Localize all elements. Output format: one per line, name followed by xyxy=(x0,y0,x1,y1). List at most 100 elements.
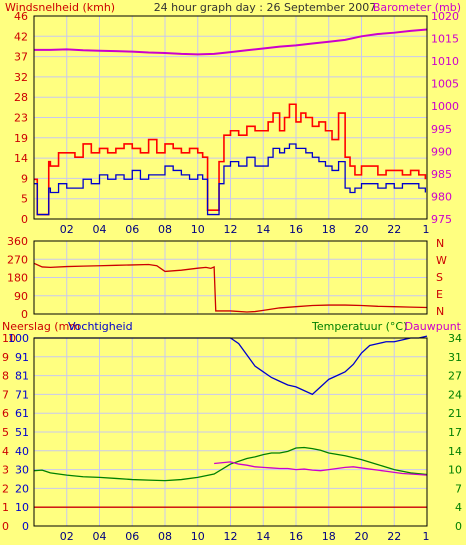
wind-grid xyxy=(34,15,428,220)
x-tick-label: 16 xyxy=(289,223,303,236)
windspeed-tick-label: 5 xyxy=(21,193,28,206)
humidity-tick-label: 51 xyxy=(15,426,29,439)
barometer-tick-label: 1015 xyxy=(431,33,459,46)
windspeed-tick-label: 32 xyxy=(14,71,28,84)
windspeed-tick-label: 19 xyxy=(14,132,28,145)
windspeed-tick-label: 14 xyxy=(14,152,28,165)
humidity-axis-title: Vochtigheid xyxy=(68,320,133,333)
barometer-tick-label: 990 xyxy=(431,145,452,158)
panel-wind: 0591419232832374246975980985990995100010… xyxy=(14,10,459,236)
barometer-tick-label: 1005 xyxy=(431,78,459,91)
temperature-axis-title: Temperatuur (°C) xyxy=(311,320,407,333)
direction-line xyxy=(33,262,428,313)
compass-tick-label: W xyxy=(436,254,447,267)
temperature-tick-label: 31 xyxy=(448,351,462,364)
rain-tick-label: 9 xyxy=(2,351,9,364)
x-tick-label: 08 xyxy=(158,530,172,543)
compass-tick-label: E xyxy=(436,288,443,301)
x-tick-label: 18 xyxy=(322,223,336,236)
direction-frame xyxy=(33,240,428,315)
barometer-line xyxy=(34,28,428,56)
barometer-tick-label: 980 xyxy=(431,190,452,203)
rain-tick-label: 0 xyxy=(2,520,9,533)
temperature-line xyxy=(33,446,428,482)
dewpoint-axis-title: Dauwpunt xyxy=(405,320,462,333)
wind-frame xyxy=(33,15,428,220)
windspeed-tick-label: 23 xyxy=(14,112,28,125)
direction-tick-label: 90 xyxy=(14,290,28,303)
rain-tick-label: 7 xyxy=(2,388,9,401)
windspeed-tick-label: 46 xyxy=(14,10,28,23)
barometer-tick-label: 1020 xyxy=(431,10,459,23)
direction-axis-ticks: 0 N 90 W 180 S 270 E 360 N xyxy=(7,235,447,321)
barometer-tick-label: 1000 xyxy=(431,100,459,113)
humidity-tick-label: 100 xyxy=(8,332,29,345)
windspeed-tick-label: 28 xyxy=(14,91,28,104)
windspeed-tick-label: 42 xyxy=(14,30,28,43)
humidity-axis-ticks: 0 0 01 10 42 20 73 30 104 40 145 51 176 61 217 71 248 81 2… xyxy=(2,332,462,543)
humidity-tick-label: 10 xyxy=(15,501,29,514)
direction-tick-label: 180 xyxy=(7,272,28,285)
header: Windsnelheid (kmh) 24 hour graph day : 2… xyxy=(5,1,461,14)
rain-tick-label: 5 xyxy=(2,426,9,439)
temperature-tick-label: 0 xyxy=(455,520,462,533)
x-tick-label: 18 xyxy=(322,530,336,543)
wind-axis-ticks: 0591419232832374246975980985990995100010… xyxy=(14,10,459,236)
x-tick-label: 04 xyxy=(93,223,107,236)
rain-tick-label: 10 xyxy=(2,332,16,345)
barometer-tick-label: 995 xyxy=(431,123,452,136)
graph-title: 24 hour graph day : 26 September 2007 xyxy=(154,1,377,14)
humidity-tick-label: 0 xyxy=(22,520,29,533)
barometer-tick-label: 975 xyxy=(431,213,452,226)
barometer-axis-title: Barometer (mb) xyxy=(373,1,461,14)
windspeed-tick-label: 37 xyxy=(14,51,28,64)
rain-axis-title: Neerslag (mm xyxy=(2,320,80,333)
temperature-tick-label: 7 xyxy=(455,482,462,495)
direction-grid xyxy=(34,240,428,315)
direction-tick-label: 0 xyxy=(21,308,28,321)
temperature-tick-label: 27 xyxy=(448,370,462,383)
x-tick-label: 22 xyxy=(387,223,401,236)
x-tick-label: 14 xyxy=(256,530,270,543)
rain-tick-label: 8 xyxy=(2,370,9,383)
humidity-tick-label: 91 xyxy=(15,351,29,364)
x-tick-label: 12 xyxy=(224,530,238,543)
temperature-tick-label: 21 xyxy=(448,407,462,420)
x-tick-label: 22 xyxy=(387,530,401,543)
direction-series xyxy=(33,262,428,313)
windspeed-tick-label: 0 xyxy=(21,213,28,226)
x-tick-label: 08 xyxy=(158,223,172,236)
x-tick-label: 04 xyxy=(93,530,107,543)
humidity-tick-label: 71 xyxy=(15,388,29,401)
x-tick-label: 14 xyxy=(256,223,270,236)
dewpoint-line xyxy=(214,461,428,476)
humidity-tick-label: 30 xyxy=(15,464,29,477)
rain-tick-label: 4 xyxy=(2,445,9,458)
humidity-tick-label: 40 xyxy=(15,445,29,458)
temperature-tick-label: 14 xyxy=(448,445,462,458)
panel-direction: 0 N 90 W 180 S 270 E 360 N xyxy=(7,235,447,321)
compass-tick-label: N xyxy=(436,305,444,318)
x-tick-label: 02 xyxy=(60,223,74,236)
wind-line xyxy=(34,143,427,216)
humidity-tick-label: 61 xyxy=(15,407,29,420)
humidity-frame xyxy=(33,337,428,527)
x-tick-label: 1 xyxy=(423,530,430,543)
x-tick-label: 10 xyxy=(191,530,205,543)
rain-tick-label: 1 xyxy=(2,501,9,514)
x-tick-label: 06 xyxy=(125,530,139,543)
humidity-tick-label: 81 xyxy=(15,370,29,383)
barometer-tick-label: 1010 xyxy=(431,55,459,68)
gust-line xyxy=(34,103,427,216)
direction-tick-label: 270 xyxy=(7,253,28,266)
x-tick-label: 1 xyxy=(423,223,430,236)
temperature-tick-label: 24 xyxy=(448,388,462,401)
humidity-tick-label: 20 xyxy=(15,482,29,495)
temperature-tick-label: 4 xyxy=(455,501,462,514)
compass-tick-label: S xyxy=(436,271,443,284)
windspeed-axis-title: Windsnelheid (kmh) xyxy=(5,1,115,14)
x-tick-label: 20 xyxy=(355,530,369,543)
direction-tick-label: 360 xyxy=(7,235,28,248)
panel-humidity-temp: Neerslag (mm Vochtigheid Temperatuur (°C… xyxy=(2,320,462,543)
